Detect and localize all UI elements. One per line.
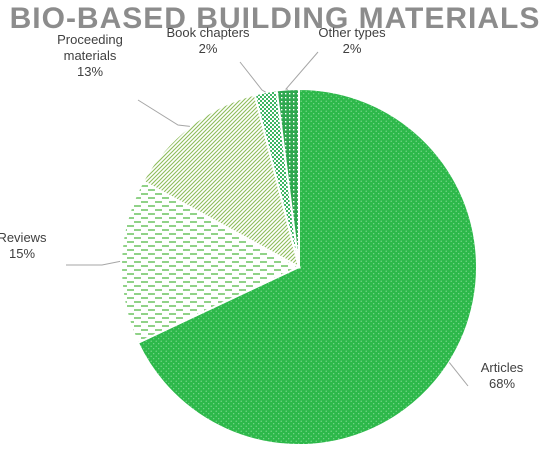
data-label: Other types 2% <box>318 25 386 56</box>
leader-line <box>448 362 469 387</box>
data-label: Articles 68% <box>481 360 524 391</box>
data-label: Proceeding materials 13% <box>57 32 123 79</box>
data-label: Reviews 15% <box>0 230 47 261</box>
leader-line <box>285 51 319 90</box>
leader-line <box>239 61 266 93</box>
leader-line <box>66 260 121 266</box>
slice-reviews <box>120 179 302 345</box>
slice-articles <box>136 87 478 446</box>
chart-title: BIO-BASED BUILDING MATERIALS <box>9 2 541 35</box>
data-label: Book chapters 2% <box>166 25 250 56</box>
leader-line <box>137 99 190 127</box>
